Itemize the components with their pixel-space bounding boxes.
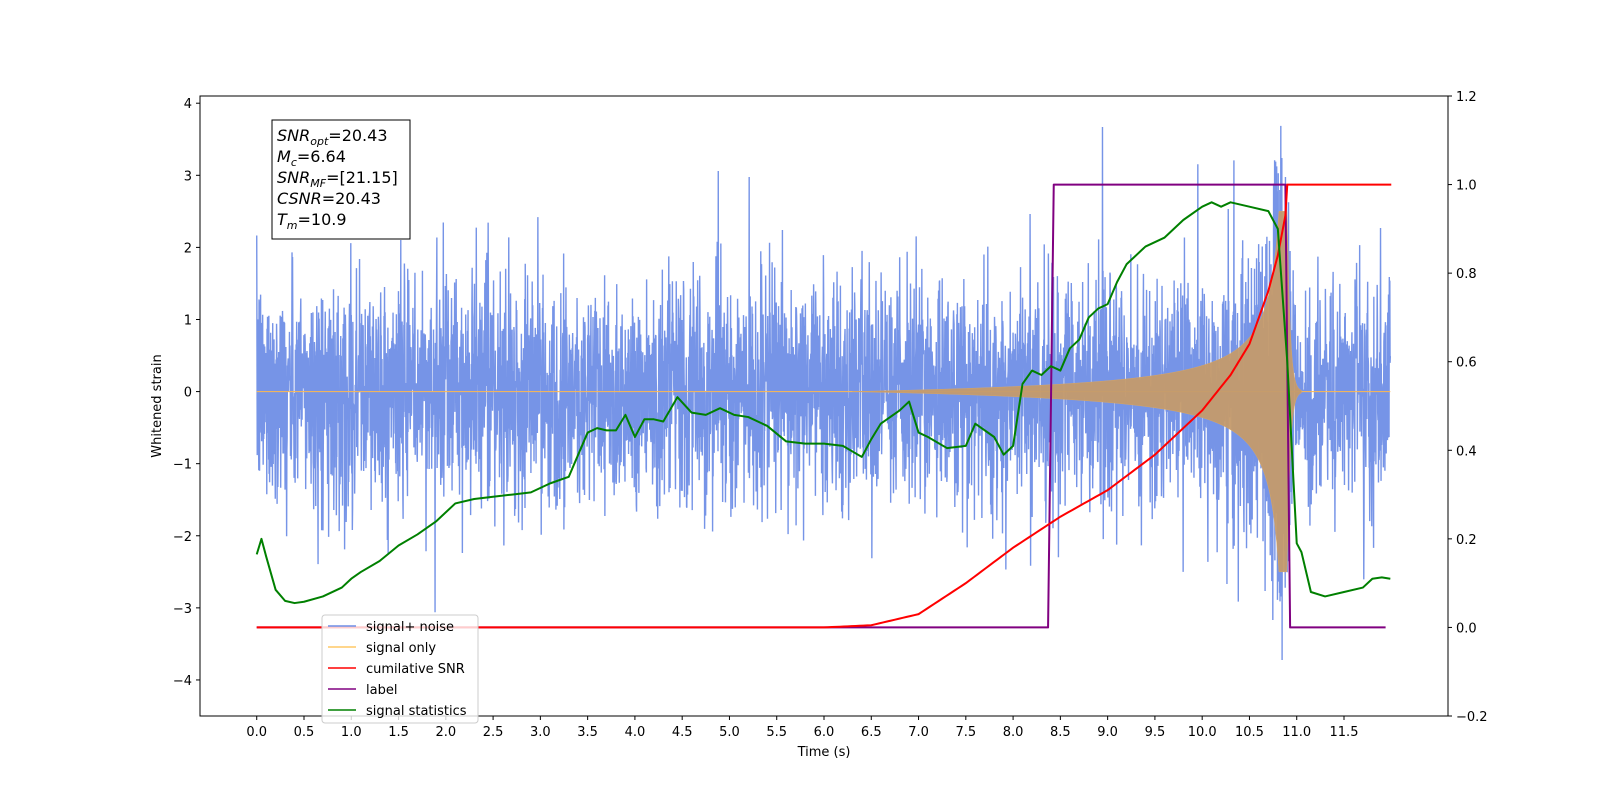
legend-label: cumilative SNR <box>366 662 465 677</box>
x-tick-label: 5.0 <box>719 725 740 740</box>
legend-label: signal only <box>366 641 436 656</box>
legend: signal+ noise signal only cumilative SNR la… <box>321 614 479 724</box>
x-tick-label: 1.0 <box>341 725 362 740</box>
x-tick-label: 2.5 <box>483 725 504 740</box>
y-tick-label: 1 <box>184 313 192 328</box>
legend-label: signal statistics <box>366 704 467 719</box>
series-label <box>256 183 1386 629</box>
x-tick-label: 7.0 <box>908 725 929 740</box>
y-tick-label: 4 <box>184 97 192 112</box>
x-tick-label: 2.0 <box>435 725 456 740</box>
x-tick-label: 8.0 <box>1003 725 1024 740</box>
info-box-symbol: SNR <box>277 168 310 187</box>
legend-frame <box>321 614 479 724</box>
info-box-line: CSNR=20.43 <box>277 189 381 208</box>
series-layer <box>255 125 1392 660</box>
info-box-value: =20.43 <box>322 189 381 208</box>
x-tick-label: 3.5 <box>577 725 598 740</box>
x-tick-label: 0.0 <box>246 725 267 740</box>
series-cumulative-snr <box>256 183 1392 629</box>
y-tick-label: 3 <box>184 169 192 184</box>
x-tick-label: 4.0 <box>625 725 646 740</box>
info-box-frame <box>271 119 411 240</box>
y2-tick-label: 0.8 <box>1456 267 1477 282</box>
series-signal-noise <box>256 125 1392 660</box>
info-box-subscript: m <box>287 219 298 232</box>
y-tick-label: −2 <box>173 530 192 545</box>
info-box-subscript: c <box>291 156 297 169</box>
x-axis-label: Time (s) <box>797 745 851 760</box>
x-tick-label: 0.5 <box>294 725 315 740</box>
info-box-value: =[21.15] <box>326 168 398 187</box>
info-box-line: Tm=10.9 <box>277 210 347 232</box>
info-box-value: =20.43 <box>328 126 387 145</box>
info-box-symbol: M <box>277 147 291 166</box>
x-tick-label: 4.5 <box>672 725 693 740</box>
info-box-symbol: SNR <box>277 126 310 145</box>
y-tick-label: −4 <box>173 674 192 689</box>
info-box-line: Mc=6.64 <box>277 147 346 169</box>
y2-tick-label: 1.2 <box>1456 90 1477 105</box>
x-tick-label: 1.5 <box>388 725 409 740</box>
y2-tick-label: −0.2 <box>1456 710 1488 725</box>
legend-label: label <box>366 683 397 698</box>
x-tick-label: 11.5 <box>1330 725 1359 740</box>
series-signal-statistics <box>255 201 1391 605</box>
info-box-symbol: CSNR <box>277 189 322 208</box>
y-tick-label: −3 <box>173 602 192 617</box>
info-box-subscript: opt <box>310 135 329 148</box>
info-box-line: SNRMF=[21.15] <box>277 168 398 190</box>
info-box-subscript: MF <box>310 177 326 190</box>
y-axis-label: Whitened strain <box>150 354 165 457</box>
x-tick-label: 10.5 <box>1235 725 1264 740</box>
x-tick-label: 3.0 <box>530 725 551 740</box>
x-tick-label: 9.5 <box>1145 725 1166 740</box>
ticks-layer: 0.0 0.5 1.0 1.5 2.0 2.5 3.0 3.5 4.0 4.5 5.0 5.5 6.0 6… <box>173 90 1488 740</box>
info-box-line: SNRopt=20.43 <box>277 126 388 148</box>
info-box-value: =10.9 <box>298 210 347 229</box>
y2-tick-label: 0.4 <box>1456 444 1477 459</box>
x-tick-label: 6.0 <box>814 725 835 740</box>
x-tick-label: 10.0 <box>1188 725 1217 740</box>
x-tick-label: 5.5 <box>766 725 787 740</box>
y-tick-label: 2 <box>184 241 192 256</box>
y2-tick-label: 1.0 <box>1456 179 1477 194</box>
info-box: SNRopt=20.43Mc=6.64SNRMF=[21.15]CSNR=20.… <box>271 119 411 240</box>
x-tick-label: 6.5 <box>861 725 882 740</box>
series-signal-only <box>852 211 1302 573</box>
y-tick-label: 0 <box>184 386 192 401</box>
y2-tick-label: 0.0 <box>1456 621 1477 636</box>
x-tick-label: 8.5 <box>1050 725 1071 740</box>
y2-tick-label: 0.6 <box>1456 356 1477 371</box>
x-tick-label: 7.5 <box>955 725 976 740</box>
legend-label: signal+ noise <box>366 620 454 635</box>
info-box-value: =6.64 <box>297 147 346 166</box>
y2-tick-label: 0.2 <box>1456 533 1477 548</box>
y-tick-label: −1 <box>173 458 192 473</box>
x-tick-label: 11.0 <box>1282 725 1311 740</box>
x-tick-label: 9.0 <box>1097 725 1118 740</box>
info-box-symbol: T <box>277 210 288 229</box>
